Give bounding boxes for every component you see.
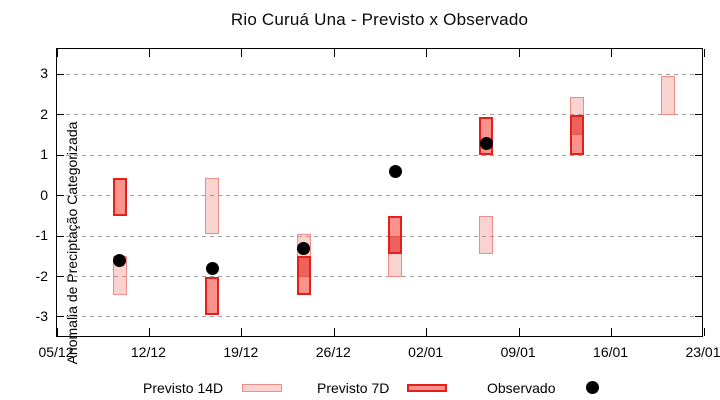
y-tick-label: -3 xyxy=(35,307,48,324)
forecast-14d-box xyxy=(205,177,220,235)
x-tick-label: 02/01 xyxy=(408,344,444,360)
gridline-y-2 xyxy=(58,276,701,278)
x-tick-bottom xyxy=(703,328,705,336)
x-tick-bottom xyxy=(611,328,613,336)
x-tick-top xyxy=(703,49,705,57)
y-tick-right xyxy=(695,195,702,197)
y-tick-label: 1 xyxy=(40,146,48,163)
legend-label-previsto-7d: Previsto 7D xyxy=(317,380,390,396)
y-tick-label: -2 xyxy=(35,267,48,284)
x-tick-label: 05/12 xyxy=(38,344,74,360)
y-tick-left xyxy=(57,154,64,156)
y-tick-right xyxy=(695,154,702,156)
forecast-14d-box xyxy=(661,76,676,115)
x-tick-label: 09/01 xyxy=(500,344,536,360)
x-tick-top xyxy=(426,49,428,57)
x-tick-top xyxy=(241,49,243,57)
x-tick-top xyxy=(518,49,520,57)
observed-dot xyxy=(388,164,402,178)
observed-dot xyxy=(479,136,493,150)
legend-swatch-previsto-7d xyxy=(407,384,447,392)
forecast-7d-outline xyxy=(570,114,585,156)
y-tick-left xyxy=(57,316,64,318)
plot-area: Anomalia de Preciptação Categorizada xyxy=(56,48,705,364)
y-tick-label: -1 xyxy=(35,227,48,244)
y-tick-left xyxy=(57,73,64,75)
y-tick-left xyxy=(57,276,64,278)
x-tick-top xyxy=(611,49,613,57)
observed-dot xyxy=(297,241,311,255)
legend-observed-dot xyxy=(586,381,599,394)
x-tick-bottom xyxy=(426,328,428,336)
x-tick-top xyxy=(148,49,150,57)
x-tick-label: 26/12 xyxy=(315,344,351,360)
x-tick-label: 19/12 xyxy=(223,344,259,360)
legend-swatch-previsto-14d xyxy=(242,384,282,392)
forecast-7d-box xyxy=(388,215,403,237)
forecast-7d-outline xyxy=(479,116,494,156)
forecast-7d-outline xyxy=(388,215,403,255)
x-tick-top xyxy=(56,49,58,57)
gridline-y-3 xyxy=(58,316,701,318)
legend-label-observado: Observado xyxy=(487,380,556,396)
y-tick-right xyxy=(695,73,702,75)
y-tick-label: 0 xyxy=(40,186,48,203)
y-tick-right xyxy=(695,235,702,237)
x-tick-label: 12/12 xyxy=(130,344,166,360)
y-tick-left xyxy=(57,114,64,116)
chart-title: Rio Curuá Una - Previsto x Observado xyxy=(230,10,529,29)
gridline-y1 xyxy=(58,154,701,156)
forecast-14d-edge-divider xyxy=(388,235,403,238)
y-tick-label: 3 xyxy=(40,65,48,82)
x-tick-bottom xyxy=(518,328,520,336)
gridline-y-1 xyxy=(58,235,701,237)
gridline-y3 xyxy=(58,73,701,75)
y-tick-right xyxy=(695,316,702,318)
forecast-7d-outline xyxy=(205,276,220,315)
forecast-overlap-box xyxy=(388,236,403,255)
forecast-overlap-box xyxy=(296,256,311,277)
forecast-14d-box xyxy=(479,215,494,255)
x-tick-bottom xyxy=(241,328,243,336)
y-tick-left xyxy=(57,235,64,237)
observed-dot xyxy=(205,261,219,275)
legend-label-previsto-14d: Previsto 14D xyxy=(143,380,224,396)
y-tick-right xyxy=(695,114,702,116)
x-tick-bottom xyxy=(148,328,150,336)
x-tick-label: 23/01 xyxy=(685,344,720,360)
forecast-overlap-box xyxy=(570,114,585,136)
forecast-7d-outline xyxy=(296,256,311,295)
x-tick-bottom xyxy=(333,328,335,336)
x-tick-bottom xyxy=(56,328,58,336)
gridline-y0 xyxy=(58,195,701,197)
y-tick-label: 2 xyxy=(40,105,48,122)
x-tick-top xyxy=(333,49,335,57)
observed-dot xyxy=(113,253,127,267)
forecast-7d-box xyxy=(570,135,585,156)
forecast-7d-box xyxy=(205,276,220,315)
y-tick-left xyxy=(57,195,64,197)
forecast-7d-box xyxy=(112,177,127,216)
x-tick-label: 16/01 xyxy=(593,344,629,360)
y-tick-right xyxy=(695,276,702,278)
forecast-7d-outline xyxy=(112,177,127,216)
forecast-7d-box xyxy=(296,276,311,295)
gridline-y2 xyxy=(58,114,701,116)
